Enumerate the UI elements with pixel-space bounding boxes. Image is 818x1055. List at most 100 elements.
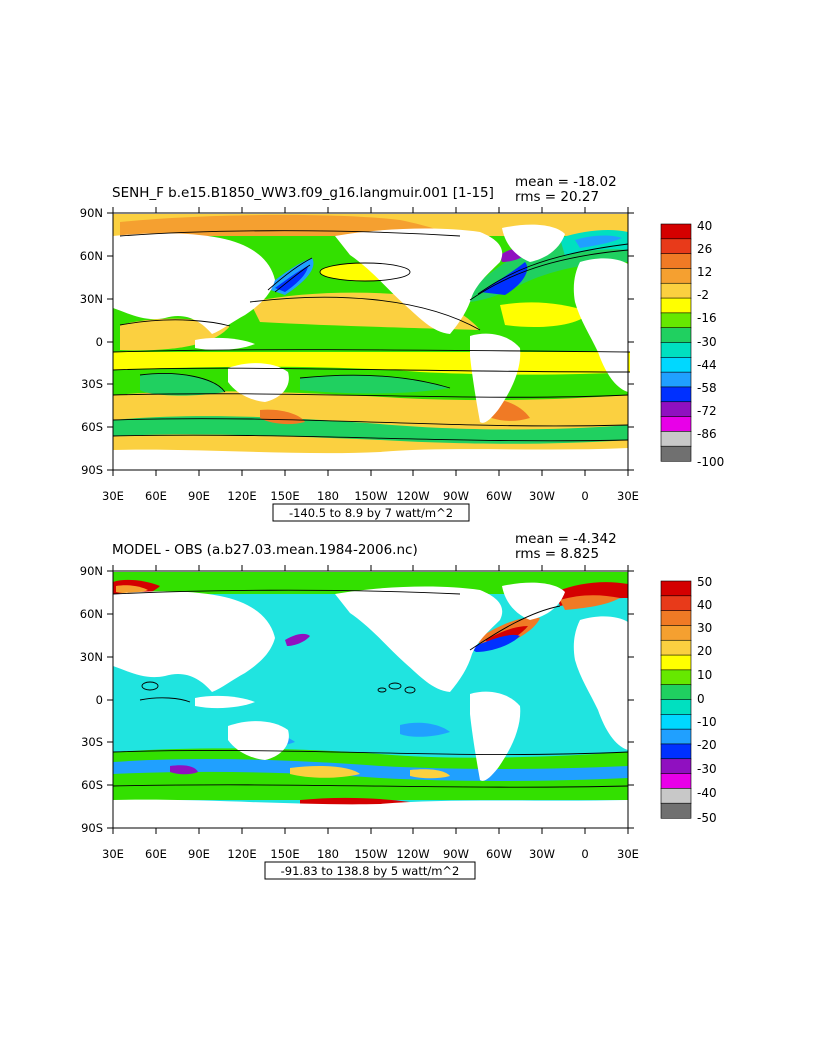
panel-1-mean: mean = -18.02 [515, 174, 617, 190]
panel-2-colorbar-label: 0 [697, 692, 705, 706]
panel-2-range-box [264, 861, 476, 880]
colorbar-swatch [660, 401, 692, 418]
panel-1: SENH_F b.e15.B1850_WW3.f09_g16.langmuir.… [80, 174, 724, 522]
panel-1-colorbar-label: 12 [697, 265, 712, 279]
panel-2-range-label: -91.83 to 138.8 by 5 watt/m^2 [281, 864, 460, 878]
south-america [470, 333, 521, 423]
colorbar-swatch [660, 327, 692, 344]
panel-1-lat-label: 90N [80, 206, 103, 220]
panel-1-lon-label: 120W [396, 489, 429, 503]
colorbar-swatch [660, 788, 692, 804]
panel-1-lon-label: 30E [617, 489, 639, 503]
panel-1-colorbar-label: -86 [697, 427, 717, 441]
panel-2-lon-label: 180 [317, 847, 339, 861]
colorbar-swatch [660, 580, 692, 597]
colorbar-swatch [660, 416, 692, 432]
panel-1-lon-label: 120E [227, 489, 256, 503]
colorbar-swatch [660, 595, 692, 612]
panel-1-lat-axis [107, 212, 634, 471]
colorbar-swatch [660, 684, 692, 701]
colorbar-swatch [660, 238, 692, 255]
eurasia-east [113, 233, 275, 334]
panel-2-colorbar-label: 10 [697, 668, 712, 682]
colorbar-swatch [660, 312, 692, 329]
panel-2-lat-label: 30S [81, 735, 103, 749]
colorbar-swatch [660, 714, 692, 730]
panel-1-lat-label: 90S [81, 463, 103, 477]
panel-2-lon-label: 90W [443, 847, 469, 861]
panel-2-colorbar-label: 40 [697, 598, 712, 612]
colorbar-swatch [660, 625, 692, 641]
panel-2-lat-label: 90N [80, 564, 103, 578]
panel-2-lat-label: 60S [81, 778, 103, 792]
panel-1-colorbar-label: -30 [697, 335, 717, 349]
panel-2-lat-label: 30N [80, 650, 103, 664]
panel-1-rms: rms = 20.27 [515, 189, 599, 205]
colorbar-swatch [660, 802, 692, 819]
panel-1-colorbar-label: -44 [697, 358, 717, 372]
panel-2-lon-label: 0 [581, 847, 588, 861]
panel-1-lon-label: 180 [317, 489, 339, 503]
colorbar-swatch [660, 342, 692, 358]
panel-1-title: SENH_F b.e15.B1850_WW3.f09_g16.langmuir.… [112, 185, 494, 201]
panel-2-lon-label: 60W [486, 847, 512, 861]
greenland [502, 224, 565, 262]
panel-2-colorbar-labels: 50 40 30 20 10 0 -10 -20 -30 -40 -50 [697, 575, 717, 825]
colorbar-swatch [660, 431, 692, 447]
panel-2-colorbar-label: -20 [697, 738, 717, 752]
indonesia [195, 337, 255, 351]
panel-1-lon-label: 60E [145, 489, 167, 503]
panel-1-map [112, 212, 631, 471]
panel-1-lon-label: 90W [443, 489, 469, 503]
colorbar-swatch [660, 654, 692, 671]
colorbar-swatch [660, 282, 692, 299]
panel-1-colorbar-label: 26 [697, 242, 712, 256]
colorbar-swatch [660, 445, 692, 462]
panel-2-lon-label: 120E [227, 847, 256, 861]
antarctica [113, 455, 628, 470]
panel-1-lon-label: 0 [581, 489, 588, 503]
panel-1-lat-label: 60N [80, 249, 103, 263]
colorbar-swatch [660, 699, 692, 715]
panel-2-lon-label: 30E [617, 847, 639, 861]
panel-1-colorbar [660, 223, 692, 462]
colorbar-swatch [660, 253, 692, 270]
panel-1-colorbar-label: 40 [697, 219, 712, 233]
panel-2-title: MODEL - OBS (a.b27.03.mean.1984-2006.nc) [112, 542, 418, 558]
colorbar-swatch [660, 371, 692, 388]
panel-1-lon-label: 150W [354, 489, 387, 503]
panel-2-colorbar-label: 30 [697, 621, 712, 635]
panel-2-lat-axis [107, 570, 634, 829]
europe-africa [573, 258, 628, 392]
panel-2-lon-label: 150E [270, 847, 299, 861]
panel-1-lon-label: 30E [102, 489, 124, 503]
panel-1-colorbar-label: -58 [697, 381, 717, 395]
panel-1-lon-axis [112, 207, 629, 476]
panel-2-lon-label: 60E [145, 847, 167, 861]
panel-2-rms: rms = 8.825 [515, 546, 599, 562]
panel-1-range-label: -140.5 to 8.9 by 7 watt/m^2 [289, 506, 453, 520]
panel-2-map [112, 570, 629, 829]
panel-1-lat-label: 0 [96, 335, 103, 349]
colorbar-swatch [660, 758, 692, 775]
panel-2-colorbar [660, 580, 692, 819]
colorbar-swatch [660, 639, 692, 656]
panel-2-lat-label: 60N [80, 607, 103, 621]
panel-1-colorbar-label: -72 [697, 404, 717, 418]
panel-1-lon-label: 90E [188, 489, 210, 503]
colorbar-swatch [660, 773, 692, 789]
panel-2-lon-label: 120W [396, 847, 429, 861]
colorbar-swatch [660, 386, 692, 403]
panel-1-lon-label: 150E [270, 489, 299, 503]
panel-1-colorbar-label: -16 [697, 311, 717, 325]
panel-2-colorbar-label: -10 [697, 715, 717, 729]
colorbar-swatch [660, 669, 692, 686]
colorbar-swatch [660, 268, 692, 284]
panel-2-mean: mean = -4.342 [515, 531, 617, 547]
panel-2-lon-axis [112, 565, 629, 834]
australia [228, 363, 289, 402]
panel-2-lon-label: 90E [188, 847, 210, 861]
panel-1-range-box [272, 503, 470, 522]
panel-1-lat-label: 60S [81, 420, 103, 434]
